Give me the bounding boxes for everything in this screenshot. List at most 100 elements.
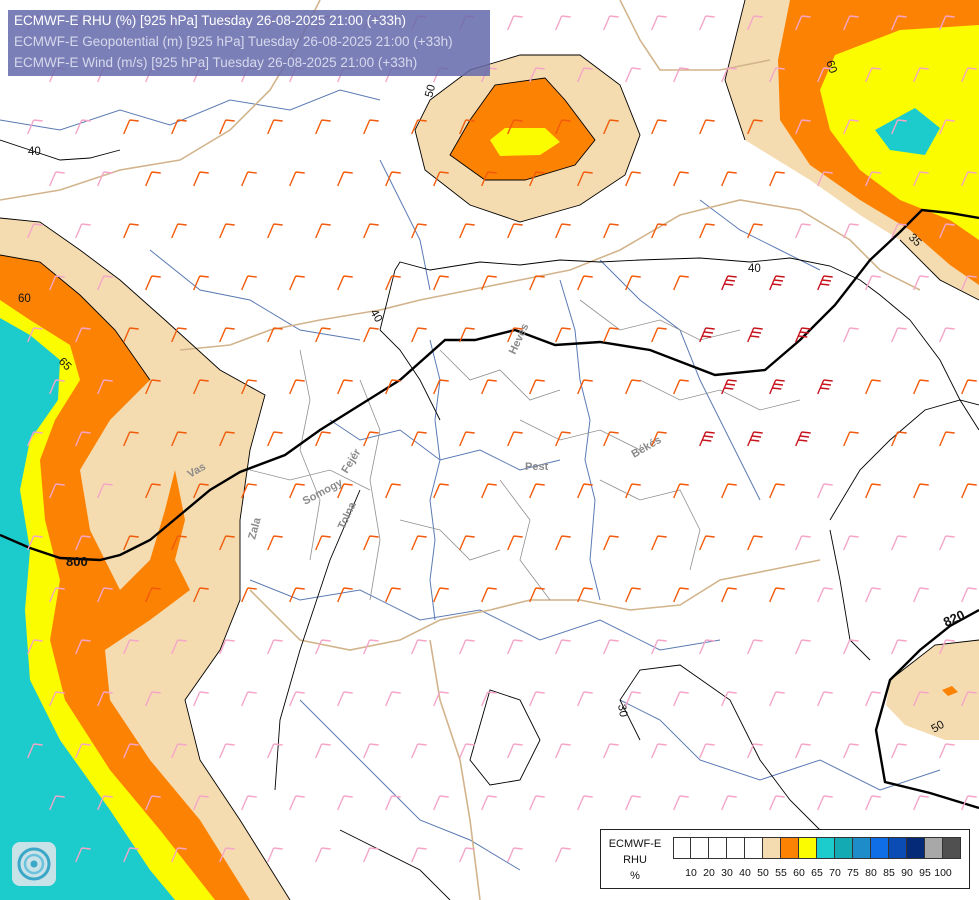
wind-barb: [865, 379, 881, 395]
wind-barb: [769, 483, 785, 499]
wind-barb: [673, 691, 689, 707]
wind-barb: [651, 431, 667, 447]
wind-barb: [747, 119, 763, 135]
wind-barb: [241, 379, 257, 395]
wind-barb: [961, 379, 977, 395]
wind-barb: [315, 743, 331, 759]
wind-barb: [939, 639, 955, 655]
wind-barb: [961, 275, 977, 291]
contour-label: 60: [18, 293, 31, 305]
legend-swatch: [745, 837, 763, 859]
legend-ticks: 10 20 30 40 50 55 60 65 70 75 80 85 90 95 100: [673, 867, 969, 881]
wind-barb: [459, 847, 475, 863]
wind-barb: [577, 691, 593, 707]
wind-barb: [145, 275, 161, 291]
wind-barb: [363, 431, 379, 447]
place-label: Fejér: [339, 446, 363, 475]
wind-barb: [817, 691, 833, 707]
wind-barb: [625, 795, 641, 811]
wind-barb: [241, 275, 257, 291]
wind-barb: [411, 639, 427, 655]
wind-barb: [49, 587, 65, 603]
wind-barb: [433, 275, 449, 291]
logo-icon: [12, 842, 56, 886]
place-label: Zala: [246, 516, 264, 541]
wind-barb: [507, 847, 523, 863]
wind-barb: [651, 327, 667, 343]
legend-swatch: [943, 837, 961, 859]
wind-barb: [603, 431, 619, 447]
geopotential-label: 800: [66, 554, 88, 569]
wind-barb: [529, 171, 545, 187]
wind-barb: [529, 587, 545, 603]
wind-barb: [49, 483, 65, 499]
wind-barb: [769, 795, 785, 811]
wind-barb: [651, 743, 667, 759]
wind-barb: [529, 379, 545, 395]
legend-tick-label: 85: [883, 867, 895, 879]
wind-barb: [433, 171, 449, 187]
wind-barb: [385, 275, 401, 291]
wind-barb: [555, 431, 571, 447]
wind-barb: [507, 327, 523, 343]
wind-barb: [315, 119, 331, 135]
wind-barb: [865, 795, 881, 811]
place-label: Békés: [630, 434, 664, 461]
wind-barb: [673, 171, 689, 187]
wind-barb: [433, 379, 449, 395]
wind-barb: [123, 431, 139, 447]
wind-barb: [219, 223, 235, 239]
map-title-box: ECMWF-E RHU (%) [925 hPa] Tuesday 26-08-…: [8, 10, 490, 76]
wind-barb: [97, 275, 113, 291]
place-labels: Vas Zala Somogy Fejér Tolna Pest Heves B…: [186, 322, 664, 541]
place-label: Heves: [507, 322, 532, 356]
place-label: Pest: [525, 461, 549, 473]
wind-barb: [939, 327, 955, 343]
legend-swatch: [907, 837, 925, 859]
wind-barb: [171, 639, 187, 655]
wind-barb: [625, 67, 641, 83]
wind-barb: [481, 691, 497, 707]
wind-barb: [843, 327, 859, 343]
wind-barb: [769, 171, 785, 187]
wind-barb: [411, 119, 427, 135]
legend-tick-label: 65: [811, 867, 823, 879]
wind-barb: [433, 587, 449, 603]
wind-barb: [865, 171, 881, 187]
wind-barb: [721, 171, 737, 187]
wind-barb: [795, 223, 811, 239]
wind-barb: [625, 379, 641, 395]
wind-barb: [145, 483, 161, 499]
wind-barb: [193, 795, 209, 811]
wind-barb: [817, 275, 833, 291]
rhu-60-area-southeast: [942, 686, 958, 696]
wind-barb: [459, 327, 475, 343]
legend-unit: %: [630, 870, 640, 882]
wind-barb: [171, 743, 187, 759]
wind-barb: [891, 119, 907, 135]
wind-barb: [961, 587, 977, 603]
wind-barb: [193, 691, 209, 707]
wind-barb: [603, 15, 619, 31]
wind-barb: [337, 795, 353, 811]
legend-swatches: [673, 837, 961, 859]
wind-barb: [865, 67, 881, 83]
wind-barb: [219, 119, 235, 135]
wind-barb: [577, 275, 593, 291]
wind-barb: [363, 743, 379, 759]
wind-barb: [673, 587, 689, 603]
wind-barb: [267, 743, 283, 759]
wind-barb: [603, 743, 619, 759]
legend-tick-label: 50: [757, 867, 769, 879]
wind-barb: [555, 15, 571, 31]
wind-barb: [507, 431, 523, 447]
wind-barb: [337, 483, 353, 499]
legend-swatch: [727, 837, 745, 859]
wind-barb: [385, 483, 401, 499]
wind-barb: [843, 743, 859, 759]
legend-swatch: [709, 837, 727, 859]
legend-swatch: [889, 837, 907, 859]
wind-barb: [529, 795, 545, 811]
wind-barb: [961, 795, 977, 811]
